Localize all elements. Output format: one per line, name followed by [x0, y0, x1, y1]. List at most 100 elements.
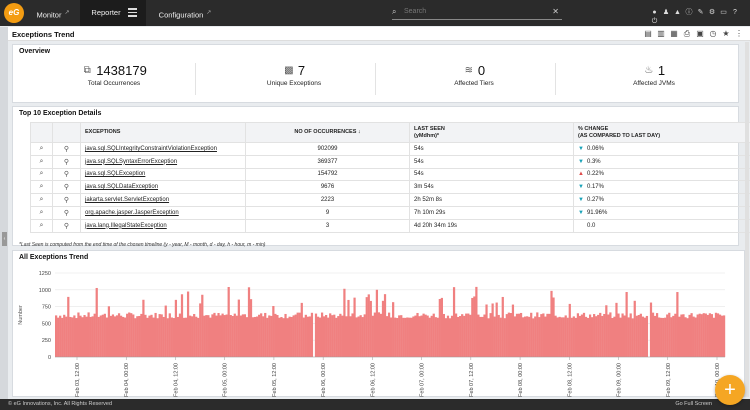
occurrences-cell: 9 — [245, 205, 410, 220]
exception-link[interactable]: java.sql.SQLIntegrityConstraintViolation… — [85, 145, 217, 152]
settings-icon[interactable]: ⚙ — [708, 9, 716, 16]
info-icon[interactable]: ⓘ — [685, 9, 693, 16]
header-exceptions[interactable]: EXCEPTIONS — [80, 122, 246, 143]
bar — [682, 314, 685, 357]
user-icon[interactable]: ● — [652, 9, 657, 16]
details-icon[interactable]: ⌕ — [39, 183, 44, 191]
bar — [428, 317, 431, 357]
tools-icon[interactable]: ✎ — [697, 9, 704, 16]
clock-icon[interactable]: ◷ — [709, 29, 717, 38]
pdf-icon[interactable]: ▤ — [644, 29, 652, 38]
trace-icon[interactable]: ⚲ — [63, 171, 70, 179]
favorite-icon[interactable]: ★ — [722, 29, 730, 38]
bar — [361, 317, 364, 357]
bar — [676, 292, 679, 357]
excel-icon[interactable]: ▦ — [670, 29, 678, 38]
details-icon[interactable]: ⌕ — [39, 196, 44, 204]
bar — [444, 318, 448, 357]
trace-icon[interactable]: ⚲ — [63, 222, 70, 230]
csv-icon[interactable]: ▥ — [657, 29, 665, 38]
exception-link[interactable]: jakarta.servlet.ServletException — [85, 197, 170, 204]
last-seen-cell: 7h 10m 29s — [409, 205, 574, 220]
change-cell: ▼ 0.27% — [573, 193, 750, 207]
bar — [461, 314, 464, 357]
full-screen-link[interactable]: Go Full Screen — [675, 401, 712, 407]
bar — [193, 314, 196, 357]
details-icon[interactable]: ⌕ — [39, 157, 44, 165]
details-icon[interactable]: ⌕ — [39, 208, 44, 216]
exception-link[interactable]: java.lang.IllegalStateException — [85, 222, 167, 229]
bar — [140, 313, 143, 357]
bar — [591, 317, 594, 357]
alarm-icon[interactable]: ▲ — [674, 9, 681, 16]
power-icon[interactable]: ⏻ — [651, 18, 658, 25]
bar — [584, 316, 588, 357]
bar — [221, 313, 224, 357]
bar — [245, 317, 249, 357]
bar — [272, 306, 275, 357]
trace-icon[interactable]: ⚲ — [63, 158, 70, 166]
bar — [158, 314, 161, 357]
eg-logo[interactable]: eG — [4, 3, 24, 23]
monitor-icon[interactable]: ▭ — [720, 9, 727, 16]
bar — [440, 297, 443, 357]
details-icon[interactable]: ⌕ — [39, 144, 44, 152]
row-trace-cell: ⚲ — [52, 193, 81, 207]
help-icon[interactable]: ? — [733, 9, 737, 16]
menu-icon[interactable] — [128, 8, 137, 17]
bar — [505, 314, 508, 357]
trace-icon[interactable]: ⚲ — [63, 184, 70, 192]
bar — [152, 317, 155, 357]
bar — [704, 313, 707, 357]
tab-configuration[interactable]: Configuration ↗ — [150, 0, 220, 26]
bar — [117, 313, 121, 357]
bar — [465, 313, 468, 357]
bar — [215, 315, 218, 357]
bar — [664, 317, 667, 357]
affected-tiers-value: 0 — [477, 63, 486, 78]
bar — [359, 315, 362, 357]
bar — [714, 312, 718, 357]
bar — [383, 294, 387, 357]
bar — [111, 314, 115, 357]
details-icon[interactable]: ⌕ — [39, 221, 44, 229]
tab-monitor[interactable]: Monitor ↗ — [28, 0, 78, 26]
table-row: ⌕ ⚲ java.sql.SQLException 154792 54s ▲ 0.22% — [30, 167, 750, 182]
left-collapse-strip: ‹ — [0, 27, 8, 399]
row-detail-cell: ⌕ — [30, 167, 53, 182]
header-change[interactable]: % CHANGE (AS COMPARED TO LAST DAY) — [573, 122, 750, 143]
header-occurrences[interactable]: NO OF OCCURRENCES ↓ — [245, 122, 410, 143]
footer: © eG Innovations, Inc. All Rights Reserv… — [0, 399, 750, 410]
page-scrollbar[interactable] — [745, 42, 749, 397]
trace-icon[interactable]: ⚲ — [63, 209, 70, 217]
trend-down-icon: ▼ — [578, 209, 584, 216]
tab-reporter[interactable]: Reporter — [80, 0, 146, 26]
page-toolbar: ▤ ▥ ▦ ⎙ ▣ ◷ ★ ⋮ — [640, 29, 744, 39]
bar — [182, 317, 186, 357]
header-last-seen[interactable]: LAST SEEN (yMdhm)* — [409, 122, 574, 143]
row-detail-cell: ⌕ — [30, 154, 53, 169]
calendar-icon[interactable]: ▣ — [696, 29, 704, 38]
more-icon[interactable]: ⋮ — [735, 29, 743, 38]
print-icon[interactable]: ⎙ — [683, 29, 691, 38]
exception-link[interactable]: java.sql.SQLException — [85, 171, 146, 178]
exception-link[interactable]: java.sql.SQLDataException — [85, 184, 159, 191]
search-box[interactable]: ⌕ Search ✕ — [392, 6, 562, 20]
x-tick-label: Feb 07, 00:00 — [420, 363, 426, 397]
x-tick-label: Feb 05, 12:00 — [272, 363, 278, 397]
exception-name-cell: java.sql.SQLSyntaxErrorException — [80, 154, 246, 169]
group-icon[interactable]: ♟ — [662, 9, 670, 16]
exception-name-cell: java.lang.IllegalStateException — [80, 218, 246, 233]
clear-icon[interactable]: ✕ — [552, 7, 559, 16]
bar — [107, 306, 111, 357]
exception-link[interactable]: java.sql.SQLSyntaxErrorException — [85, 158, 178, 165]
trace-icon[interactable]: ⚲ — [63, 145, 70, 153]
bar — [528, 316, 531, 357]
total-occurrences-label: Total Occurrences — [87, 80, 141, 87]
add-widget-button[interactable]: + — [715, 375, 745, 405]
exception-link[interactable]: org.apache.jasper.JasperException — [85, 209, 179, 216]
trace-icon[interactable]: ⚲ — [63, 197, 70, 205]
details-icon[interactable]: ⌕ — [39, 170, 44, 178]
bar — [203, 315, 206, 357]
collapse-handle[interactable]: ‹ — [2, 232, 7, 246]
